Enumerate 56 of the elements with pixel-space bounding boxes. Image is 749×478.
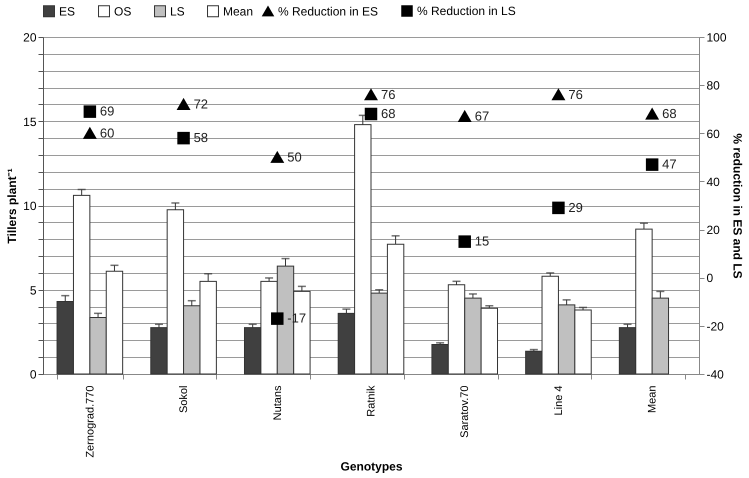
legend-label: ES [59,4,76,18]
point [271,152,284,163]
data-label: 15 [474,234,490,249]
x-axis-title: Genotypes [340,460,403,474]
y2-tick-label: 0 [706,271,714,286]
x-tick-label: Sokol [178,386,190,414]
data-label: 76 [568,86,583,102]
legend-label: OS [114,4,132,18]
point [552,89,565,100]
data-label: 58 [194,130,208,146]
data-label: 67 [474,108,490,124]
point [177,98,190,110]
y2-tick-label: 40 [706,174,720,189]
data-label: 69 [100,104,114,119]
point [84,128,96,139]
data-label: 76 [381,86,396,102]
point [552,202,565,214]
legend-label: % Reduction in LS [417,4,516,18]
y2-tick-label: 20 [706,223,720,238]
x-tick-label: Saratov.70 [459,386,472,438]
y-axis-title: Tillers plant⁻¹ [5,168,20,244]
x-tick-label: Zernograd.770 [84,386,96,458]
point [458,110,471,122]
y2-tick-label: 80 [706,78,720,93]
data-label: 50 [287,149,302,164]
y-tick-label: 20 [23,30,37,44]
data-label: 68 [381,106,396,122]
y2-axis-title: % reduction in ES and LS [730,133,745,279]
y-tick-label: 10 [23,199,37,213]
x-tick-label: Nutans [272,385,284,420]
point [177,132,190,144]
point [646,158,658,171]
point [364,108,378,120]
y2-tick-label: 100 [706,30,727,44]
legend-label: LS [170,4,185,18]
point [646,108,658,120]
x-tick-label: Mean [646,386,659,414]
y-tick-label: 0 [30,368,37,382]
point [364,89,378,100]
y-tick-label: 15 [23,114,37,129]
data-label: 29 [568,200,583,215]
legend-label: % Reduction in ES [278,4,378,18]
data-label: 60 [100,125,114,140]
point [271,312,284,325]
y2-tick-label: 60 [706,126,720,141]
y-tick-label: 5 [30,283,37,298]
data-label: 72 [194,96,208,112]
data-label: 47 [662,156,677,172]
y2-tick-label: -40 [706,368,724,382]
point [458,235,471,248]
x-tick-label: Line 4 [552,386,565,416]
x-tick-label: Ratnik [366,385,378,417]
data-label: 68 [662,106,677,122]
y2-tick-label: -20 [706,319,724,334]
point [84,105,96,118]
legend-label: Mean [223,4,254,18]
